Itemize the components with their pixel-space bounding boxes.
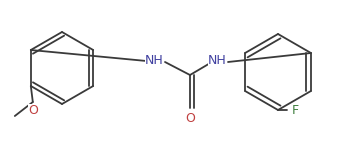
Text: F: F: [292, 103, 299, 117]
Text: O: O: [185, 112, 195, 125]
Text: NH: NH: [208, 53, 226, 66]
Text: NH: NH: [145, 53, 163, 66]
Text: O: O: [28, 104, 38, 117]
